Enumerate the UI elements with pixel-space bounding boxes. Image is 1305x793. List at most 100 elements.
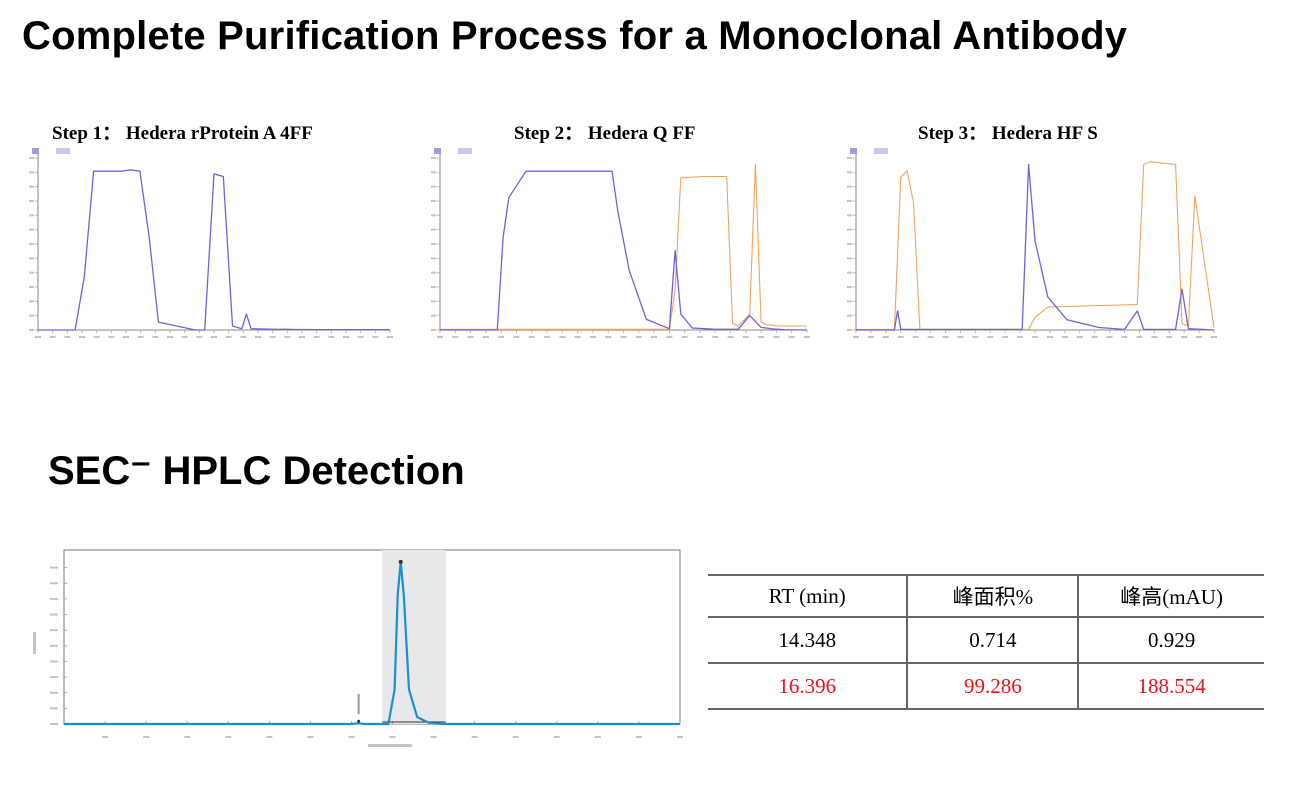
x-tick-label-mark <box>328 336 335 338</box>
x-tick-label-mark <box>152 336 159 338</box>
x-axis-label-mark <box>367 744 412 747</box>
x-tick-label-mark <box>788 336 795 338</box>
y-tick-label-mark <box>50 597 58 600</box>
x-tick-label-mark <box>1106 336 1113 338</box>
x-tick-label-mark <box>93 336 100 338</box>
x-tick-label-mark <box>255 336 261 338</box>
y-tick-label-mark <box>431 300 436 303</box>
main-peak-marker <box>398 559 403 564</box>
x-tick-label-mark <box>123 336 129 338</box>
x-tick-label-mark <box>605 336 612 338</box>
y-tick-label-mark <box>847 185 852 188</box>
x-tick-label-mark <box>430 736 437 738</box>
series-line-conductivity <box>856 161 1215 330</box>
x-tick-label-mark <box>240 336 247 338</box>
y-tick-label-mark <box>50 676 58 679</box>
y-tick-label-mark <box>431 214 436 217</box>
step3-title: Step 3： Hedera HF S <box>918 123 1098 144</box>
step2-title: Step 2： Hedera Q FF <box>514 123 696 144</box>
x-tick-label-mark <box>452 336 459 338</box>
x-tick-label-mark <box>102 736 109 738</box>
x-tick-label-mark <box>343 336 349 338</box>
y-tick-label-mark <box>29 314 34 317</box>
x-tick-label-mark <box>594 736 601 738</box>
y-tick-label-mark <box>847 300 852 303</box>
x-tick-label-mark <box>589 336 596 338</box>
y-tick-label-mark <box>431 329 436 331</box>
x-tick-label-mark <box>987 336 994 338</box>
y-tick-label-mark <box>50 613 58 616</box>
y-tick-label-mark <box>847 157 852 159</box>
x-tick-label-mark <box>1211 336 1217 338</box>
x-tick-label-mark <box>1046 336 1053 338</box>
y-tick-label-mark <box>847 214 852 217</box>
table-row: 14.348 0.714 0.929 <box>708 617 1264 664</box>
legend-swatch <box>434 148 441 154</box>
header-rt: RT (min) <box>708 574 909 618</box>
x-tick-label-mark <box>49 336 56 338</box>
x-tick-label-mark <box>498 336 505 338</box>
x-tick-label-mark <box>912 336 919 338</box>
x-tick-label-mark <box>79 336 85 338</box>
x-tick-label-mark <box>853 336 859 338</box>
minor-peak-label-mark <box>357 694 360 714</box>
x-tick-label-mark <box>1121 336 1128 338</box>
x-tick-label-mark <box>758 336 765 338</box>
x-tick-label-mark <box>143 736 150 738</box>
y-tick-label-mark <box>50 644 58 647</box>
x-tick-label-mark <box>882 336 889 338</box>
y-tick-label-mark <box>29 300 34 303</box>
y-tick-label-mark <box>431 185 436 188</box>
x-tick-label-mark <box>225 336 232 338</box>
x-tick-label-mark <box>727 336 734 338</box>
x-tick-label-mark <box>35 336 41 338</box>
y-tick-label-mark <box>29 329 34 331</box>
x-tick-label-mark <box>972 336 979 338</box>
y-tick-label-mark <box>50 566 58 569</box>
x-tick-label-mark <box>897 336 904 338</box>
x-tick-label-mark <box>387 336 393 338</box>
header-height: 峰高(mAU) <box>1078 574 1264 618</box>
y-tick-label-mark <box>847 200 852 202</box>
x-tick-label-mark <box>1017 336 1024 338</box>
series-line-sec-hplc <box>64 560 680 726</box>
x-tick-label-mark <box>1002 336 1009 338</box>
x-tick-label-mark <box>269 336 276 338</box>
x-tick-label-mark <box>108 336 115 338</box>
series-line-conductivity <box>440 164 807 330</box>
x-tick-label-mark <box>1061 336 1068 338</box>
x-tick-label-mark <box>1151 336 1158 338</box>
y-tick-label-mark <box>431 228 436 231</box>
table-row-main-peak: 16.396 99.286 188.554 <box>708 663 1264 710</box>
sec-hplc-chromatogram <box>33 549 683 747</box>
y-tick-label-mark <box>29 200 34 202</box>
y-tick-label-mark <box>847 329 852 331</box>
x-tick-label-mark <box>712 336 719 338</box>
y-tick-label-mark <box>431 286 436 288</box>
y-tick-label-mark <box>847 314 852 317</box>
y-tick-label-mark <box>431 314 436 317</box>
y-tick-label-mark <box>50 582 58 585</box>
x-tick-label-mark <box>942 336 949 338</box>
x-tick-label-mark <box>307 736 314 738</box>
legend-button <box>458 148 472 154</box>
x-tick-label-mark <box>927 336 934 338</box>
legend-button <box>56 148 70 154</box>
section-title: SEC⁻ HPLC Detection <box>48 449 465 493</box>
x-tick-label-mark <box>666 336 673 338</box>
x-tick-label-mark <box>357 336 364 338</box>
y-tick-label-mark <box>431 157 436 159</box>
cell-rt: 16.396 <box>708 663 909 710</box>
y-tick-label-mark <box>847 228 852 231</box>
x-tick-label-mark <box>553 736 560 738</box>
y-tick-label-mark <box>29 214 34 217</box>
table-header-row: RT (min) 峰面积% 峰高(mAU) <box>708 574 1264 618</box>
x-tick-label-mark <box>528 336 535 338</box>
x-tick-label-mark <box>437 336 443 338</box>
y-tick-label-mark <box>29 171 34 174</box>
y-tick-label-mark <box>29 157 34 159</box>
x-tick-label-mark <box>742 336 749 338</box>
x-tick-label-mark <box>1181 336 1188 338</box>
step3-chromatogram <box>847 148 1217 338</box>
x-tick-label-mark <box>957 336 964 338</box>
